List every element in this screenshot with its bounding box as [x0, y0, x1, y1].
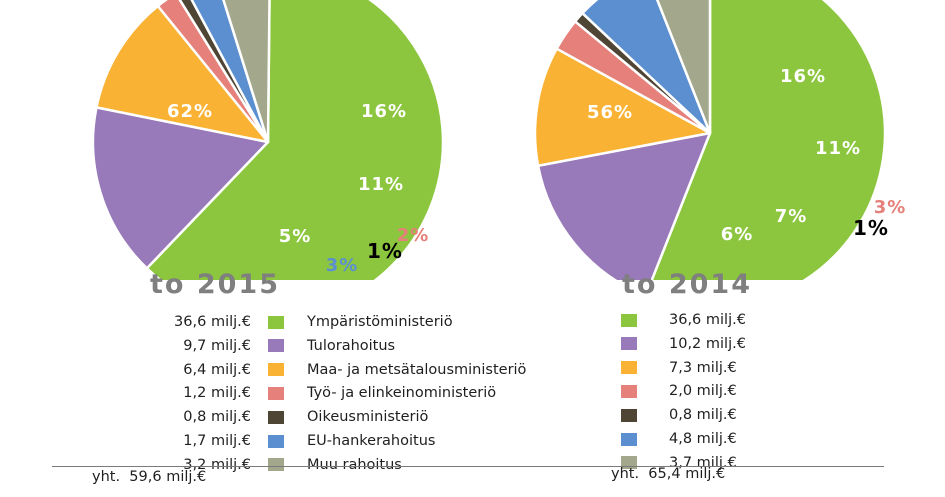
pie-2014-label-tyo-ja-elinkeinoministerio: 3% — [874, 197, 907, 218]
pie-2014-label-ymparistoministerio: 56% — [587, 102, 633, 123]
legend-category-oikeusministerio: Oikeusministeriö — [307, 409, 429, 426]
legend-2015-swatch-eu-hankerahoitus — [268, 434, 284, 448]
legend-2014-amount-oikeusministerio: 0,8 milj.€ — [669, 407, 737, 424]
legend-2015-swatch-oikeusministerio — [268, 410, 284, 424]
pie-2014: 56% 16% 11% 3%1% 7% 6% — [533, 0, 907, 280]
pie-2014-label-tulorahoitus: 16% — [780, 66, 826, 87]
legend-2014-swatch-eu-hankerahoitus — [621, 432, 637, 446]
pie-2015-label-muu-rahoitus: 5% — [279, 226, 312, 247]
pie-2014-label-muu-rahoitus: 6% — [721, 224, 754, 245]
total-2014: yht. 65,4 milj.€ — [611, 466, 725, 482]
pie-2014-label-maa-ja-metsatalousministerio: 11% — [815, 138, 861, 159]
pie-2015-label-maa-ja-metsatalousministerio: 11% — [358, 174, 404, 195]
title-2014: to 2014 — [622, 269, 753, 300]
pie-2015-label-eu-hankerahoitus: 3% — [326, 255, 359, 276]
pie-2014-slice-tulorahoitus — [536, 131, 712, 280]
total-label-2014: yht. — [611, 466, 640, 482]
pie-2015-slice-oikeusministerio — [178, 0, 270, 144]
pie-2014-label-eu-hankerahoitus: 7% — [775, 206, 808, 227]
total-2015: yht. 59,6 milj.€ — [92, 469, 206, 485]
total-value-2014: 65,4 milj.€ — [648, 466, 726, 482]
legend-2014-amount-maa-ja-metsatalousministerio: 7,3 milj.€ — [669, 359, 737, 376]
pie-2015-slice-tulorahoitus — [91, 106, 270, 270]
legend-2014-swatch-tyo-ja-elinkeinoministerio — [621, 384, 637, 398]
legend-category-eu-hankerahoitus: EU-hankerahoitus — [307, 433, 436, 449]
pie-2015-slice-eu-hankerahoitus — [190, 0, 270, 144]
legend-2014-amount-tyo-ja-elinkeinoministerio: 2,0 milj.€ — [669, 383, 737, 400]
pie-2015-slice-ymparistoministerio — [145, 0, 445, 280]
total-label-2015: yht. — [92, 469, 121, 485]
legend-2015-swatch-ymparistoministerio — [268, 315, 284, 329]
legend-2015-swatch-tulorahoitus — [268, 339, 284, 353]
pie-2015-slice-muu-rahoitus — [222, 0, 271, 144]
legend-2015-swatch-muu-rahoitus — [268, 458, 284, 472]
pie-2015-slice-tyo-ja-elinkeinoministerio — [156, 0, 270, 144]
legend-category-tyo-ja-elinkeinoministerio: Työ- ja elinkeinoministeriö — [307, 385, 497, 402]
legend-2015-swatch-maa-ja-metsatalousministerio — [268, 363, 284, 377]
total-value-2015: 59,6 milj.€ — [129, 469, 207, 485]
legend-2015-amount-maa-ja-metsatalousministerio: 6,4 milj.€ — [183, 361, 251, 378]
legend-2015-amount-eu-hankerahoitus: 1,7 milj.€ — [183, 433, 251, 449]
pie-charts: 62% 16%11%2%1%3%5% 56%16%11%3%1%7%6% — [91, 0, 907, 280]
legend-2014-swatch-oikeusministerio — [621, 408, 637, 422]
pie-2014-slice-maa-ja-metsatalousministerio — [533, 47, 712, 168]
legend-2014-swatch-ymparistoministerio — [621, 313, 637, 327]
legend-category-ymparistoministerio: Ympäristöministeriö — [307, 314, 453, 330]
pie-2014-slice-muu-rahoitus — [655, 0, 712, 135]
legend-2015-amount-tulorahoitus: 9,7 milj.€ — [183, 337, 251, 354]
pie-2014-slice-eu-hankerahoitus — [581, 0, 712, 135]
legend-2015-amount-oikeusministerio: 0,8 milj.€ — [183, 409, 251, 426]
title-2015: to 2015 — [150, 269, 281, 300]
legend-2014-amount-eu-hankerahoitus: 4,8 milj.€ — [669, 431, 737, 447]
pie-2014-label-oikeusministerio: 1% — [853, 216, 889, 240]
legend-2014-swatch-maa-ja-metsatalousministerio — [621, 361, 637, 375]
pie-2015-label-tyo-ja-elinkeinoministerio: 2% — [397, 225, 430, 246]
pie-2015: 62% 16% 11% 2%1% 3% 5% — [91, 0, 445, 280]
pie-2015-label-tulorahoitus: 16% — [361, 101, 407, 122]
legend-2014-amount-ymparistoministerio: 36,6 milj.€ — [669, 312, 746, 328]
divider-line — [52, 466, 884, 467]
pie-2015-slice-maa-ja-metsatalousministerio — [95, 4, 270, 144]
pie-2015-label-ymparistoministerio: 62% — [167, 101, 213, 122]
legend-category-maa-ja-metsatalousministerio: Maa- ja metsätalousministeriö — [307, 361, 527, 378]
legend-2014-amount-tulorahoitus: 10,2 milj.€ — [669, 335, 746, 352]
legend-2015-amount-muu-rahoitus: 3,2 milj.€ — [183, 456, 251, 473]
legend-category-tulorahoitus: Tulorahoitus — [307, 337, 396, 354]
legend-2014-swatch-tulorahoitus — [621, 337, 637, 351]
legend-category-muu-rahoitus: Muu rahoitus — [307, 456, 402, 473]
legend-2015-swatch-tyo-ja-elinkeinoministerio — [268, 386, 284, 400]
legend-2015-amount-ymparistoministerio: 36,6 milj.€ — [174, 314, 251, 330]
legend-2015-amount-tyo-ja-elinkeinoministerio: 1,2 milj.€ — [183, 385, 251, 402]
pie-2015-label-oikeusministerio: 1% — [367, 239, 403, 263]
